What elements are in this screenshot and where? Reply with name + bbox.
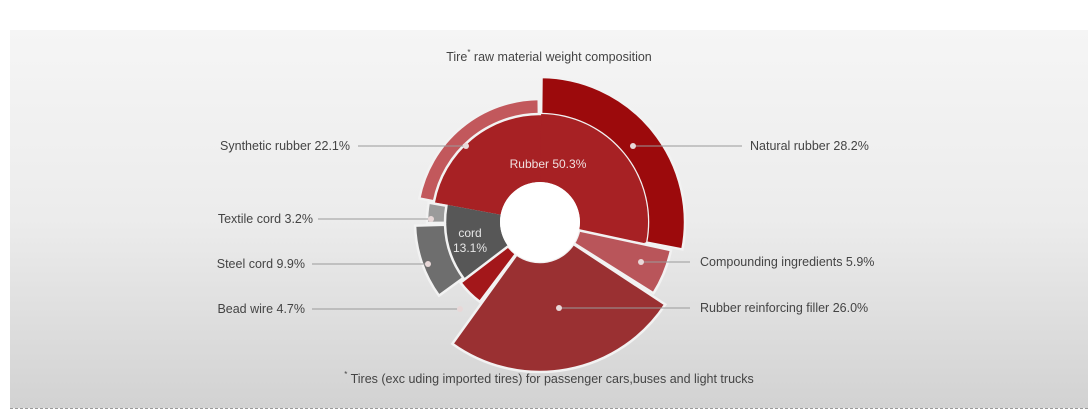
callout-label: Bead wire 4.7%	[217, 302, 305, 316]
segment-steel-cord[interactable]	[413, 223, 466, 298]
callout-dot	[556, 305, 562, 311]
callout-label: Compounding ingredients 5.9%	[700, 255, 874, 269]
segment-synthetic-rubber[interactable]	[417, 97, 541, 203]
callout-label: Synthetic rubber 22.1%	[220, 139, 350, 153]
cord-value: 13.1%	[453, 241, 487, 255]
cord-label: cord	[458, 226, 481, 240]
rubber-label: Rubber 50.3%	[510, 157, 587, 171]
chart-title: Tire* raw material weight composition	[446, 48, 652, 64]
center-hole	[500, 182, 580, 262]
callout-label: Steel cord 9.9%	[217, 257, 305, 271]
segment-natural-rubber-inner	[540, 114, 648, 243]
callout-label: Natural rubber 28.2%	[750, 139, 869, 153]
chart-footnote: * Tires (exc uding imported tires) for p…	[344, 370, 754, 386]
callout-label: Textile cord 3.2%	[218, 212, 313, 226]
segment-cord[interactable]	[445, 204, 508, 279]
callout-dot	[425, 261, 431, 267]
callout-dot	[463, 143, 469, 149]
callout-dot	[638, 259, 644, 265]
chart-segments	[413, 75, 687, 374]
callout-dot	[457, 306, 463, 312]
callout-dot	[428, 216, 434, 222]
callout-dot	[630, 143, 636, 149]
callout-label: Rubber reinforcing filler 26.0%	[700, 301, 868, 315]
chart-callouts: Natural rubber 28.2% Compounding ingredie…	[217, 139, 875, 316]
